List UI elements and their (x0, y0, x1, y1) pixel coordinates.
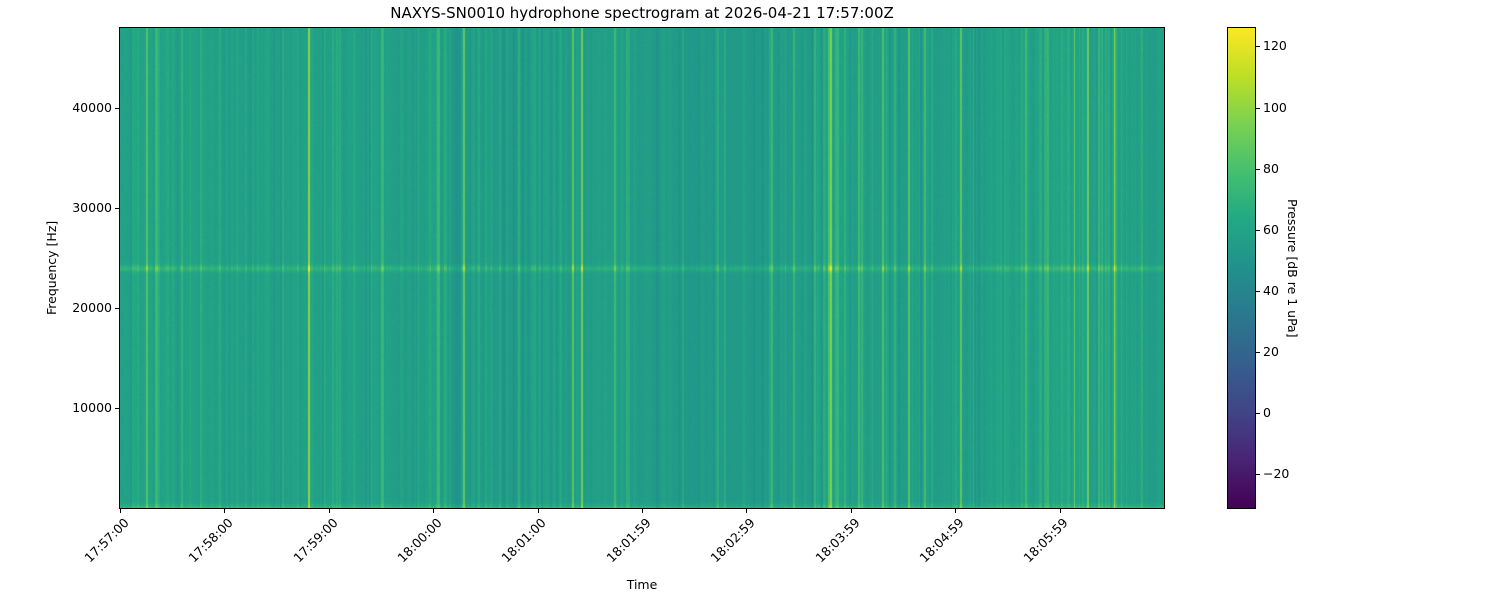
spectrogram-heatmap (120, 28, 1164, 508)
colorbar-tick-mark (1256, 352, 1260, 354)
y-tick-mark (115, 108, 119, 109)
x-tick-mark (433, 509, 435, 513)
x-tick-label: 18:02:59 (707, 515, 759, 566)
x-tick-label: 18:01:59 (603, 515, 654, 566)
y-tick-label: 10000 (72, 400, 112, 415)
chart-title: NAXYS-SN0010 hydrophone spectrogram at 2… (390, 4, 894, 22)
colorbar-tick-mark (1256, 229, 1260, 231)
colorbar-tick-mark (1256, 413, 1260, 415)
x-tick-mark (120, 509, 121, 513)
colorbar-tick-mark (1256, 290, 1260, 292)
y-tick-mark (115, 208, 119, 209)
colorbar-tick-mark (1256, 168, 1260, 170)
x-tick-label: 18:00:00 (394, 515, 445, 566)
x-tick-mark (642, 509, 643, 513)
y-tick-label: 20000 (72, 300, 112, 315)
y-tick-mark (115, 308, 119, 309)
y-tick-mark (115, 408, 119, 409)
colorbar-tick-label: 80 (1263, 160, 1279, 176)
x-tick-label: 18:01:00 (498, 515, 550, 566)
colorbar-tick-mark (1256, 474, 1260, 476)
colorbar-tick-label: 20 (1263, 344, 1279, 360)
colorbar-label: Pressure [dB re 1 uPa] (1285, 198, 1300, 338)
colorbar (1227, 27, 1256, 509)
y-tick-label: 30000 (72, 200, 112, 215)
x-tick-mark (224, 509, 226, 513)
x-tick-label: 18:04:59 (916, 515, 967, 566)
x-tick-label: 18:03:59 (812, 515, 863, 566)
x-tick-label: 17:57:00 (81, 515, 132, 566)
x-tick-mark (537, 509, 539, 513)
colorbar-tick-mark (1256, 46, 1260, 48)
colorbar-tick-label: 40 (1263, 282, 1279, 298)
colorbar-tick-label: −20 (1263, 466, 1290, 482)
x-tick-mark (746, 509, 748, 513)
colorbar-tick-label: 100 (1263, 99, 1287, 115)
colorbar-tick-label: 120 (1263, 38, 1287, 54)
x-tick-mark (955, 509, 957, 513)
x-axis-label: Time (626, 577, 658, 592)
x-tick-label: 17:59:00 (290, 515, 341, 566)
x-tick-label: 18:05:59 (1020, 515, 1072, 566)
plot-area (119, 27, 1165, 509)
colorbar-tick-label: 60 (1263, 221, 1279, 237)
x-tick-mark (850, 509, 852, 513)
y-tick-label: 40000 (72, 100, 112, 115)
x-tick-mark (1059, 509, 1061, 513)
colorbar-gradient (1228, 28, 1255, 508)
colorbar-tick-label: 0 (1263, 405, 1271, 421)
colorbar-tick-mark (1256, 107, 1260, 109)
x-tick-mark (328, 509, 330, 513)
x-tick-label: 17:58:00 (185, 515, 237, 566)
